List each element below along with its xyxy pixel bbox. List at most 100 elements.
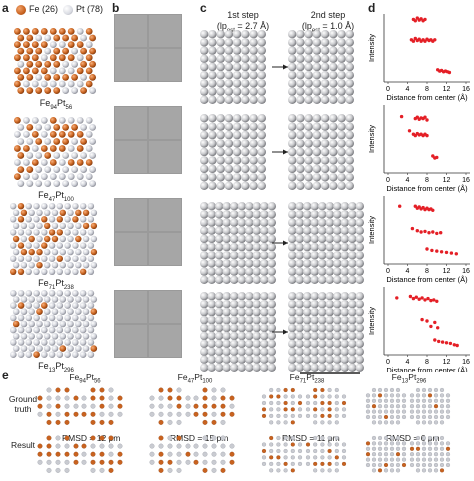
reconstructed-atom <box>237 355 246 364</box>
fe-atom <box>341 400 347 406</box>
reconstructed-atom <box>312 147 322 157</box>
reconstructed-atom <box>257 30 266 39</box>
pt-atom <box>41 314 48 322</box>
pt-atom <box>383 398 389 403</box>
fe-atom <box>56 229 63 236</box>
pt-atom <box>72 314 79 322</box>
pt-atom <box>36 345 43 352</box>
pt-atom <box>90 262 98 269</box>
hrtem-image <box>148 198 182 232</box>
reconstructed-atom <box>200 95 209 105</box>
pt-atom <box>149 459 155 465</box>
reconstructed-atom <box>325 210 334 219</box>
pt-atom <box>409 409 415 414</box>
reconstructed-atom <box>337 181 346 190</box>
fe-atom <box>17 166 25 173</box>
reconstructed-atom <box>310 331 319 341</box>
pt-atom <box>64 203 71 210</box>
pt-atom <box>67 308 74 315</box>
pt-atom <box>421 409 427 414</box>
reconstructed-atom <box>230 347 239 357</box>
reconstructed-atom <box>241 156 250 165</box>
reconstructed-atom <box>310 242 319 252</box>
fe-atom <box>14 54 21 62</box>
pt-atom <box>427 409 433 414</box>
pt-atom <box>320 435 325 441</box>
pt-atom <box>415 387 421 393</box>
reconstructed-atom <box>208 130 217 140</box>
fe-atom <box>76 159 84 166</box>
pt-atom <box>439 441 445 446</box>
x-tick-label: 0 <box>386 177 390 184</box>
fe-atom <box>17 74 25 81</box>
pt-atom <box>25 242 32 249</box>
reconstructed-atom <box>329 95 338 105</box>
reconstructed-atom <box>295 315 304 325</box>
pt-atom <box>158 395 164 401</box>
reconstructed-atom <box>318 218 327 227</box>
cluster-model-3 <box>10 203 98 275</box>
fe-atom <box>261 448 267 454</box>
reconstructed-atom <box>304 46 313 55</box>
fe-atom <box>202 467 208 473</box>
pt-atom <box>439 393 445 398</box>
reconstructed-atom <box>296 79 305 88</box>
fe-atom <box>44 235 51 243</box>
pt-atom <box>421 446 427 451</box>
pt-atom <box>395 457 401 462</box>
fe-atom <box>17 47 25 55</box>
pt-atom <box>80 255 87 262</box>
reconstructed-atom <box>222 292 231 301</box>
pt-atom <box>79 339 87 346</box>
data-point <box>440 340 445 344</box>
pt-atom <box>87 302 95 309</box>
atom-layer-map <box>193 387 235 425</box>
reconstructed-atom <box>260 218 269 227</box>
fe-atom <box>395 452 401 457</box>
reconstructed-atom <box>260 259 269 268</box>
pt-atom <box>334 394 339 399</box>
reconstructed-atom <box>224 46 234 55</box>
reconstructed-atom <box>310 323 319 333</box>
pt-atom <box>64 216 71 223</box>
pt-atom <box>17 339 25 346</box>
reconstructed-atom <box>257 62 266 72</box>
pt-atom <box>26 138 34 145</box>
pt-atom <box>305 448 311 454</box>
reconstructed-atom <box>260 234 269 244</box>
pt-atom <box>276 442 281 447</box>
fe-atom <box>211 403 217 409</box>
fe-atom <box>341 461 347 466</box>
pt-atom <box>48 351 56 358</box>
fe-atom <box>35 138 43 145</box>
reconstructed-atom <box>260 363 269 372</box>
pt-atom <box>76 117 84 124</box>
reconstructed-atom <box>345 38 354 47</box>
pt-atom <box>383 393 389 398</box>
reconstructed-atom <box>320 156 330 165</box>
pt-atom <box>305 394 311 399</box>
pt-atom <box>297 413 303 418</box>
reconstructed-atom <box>320 164 330 174</box>
hrtem-image <box>148 14 182 48</box>
pt-atom <box>44 209 51 216</box>
reconstructed-atom <box>200 363 209 372</box>
reconstructed-atom <box>200 315 209 325</box>
pt-atom <box>377 462 383 468</box>
pt-atom <box>71 60 78 68</box>
reconstructed-atom <box>222 363 231 372</box>
pt-atom <box>35 152 43 159</box>
reconstructed-atom <box>333 259 342 268</box>
x-tick-label: 8 <box>425 359 429 366</box>
pt-atom <box>81 403 87 409</box>
pt-atom <box>49 173 57 180</box>
fe-atom <box>44 87 52 94</box>
hrtem-image <box>148 106 182 140</box>
data-point <box>435 155 439 160</box>
pt-atom <box>10 203 17 210</box>
fe-atom <box>26 60 34 68</box>
pt-atom <box>193 443 199 449</box>
pt-atom <box>377 387 383 393</box>
reconstructed-atom <box>337 156 346 165</box>
reconstructed-atom <box>216 95 225 105</box>
